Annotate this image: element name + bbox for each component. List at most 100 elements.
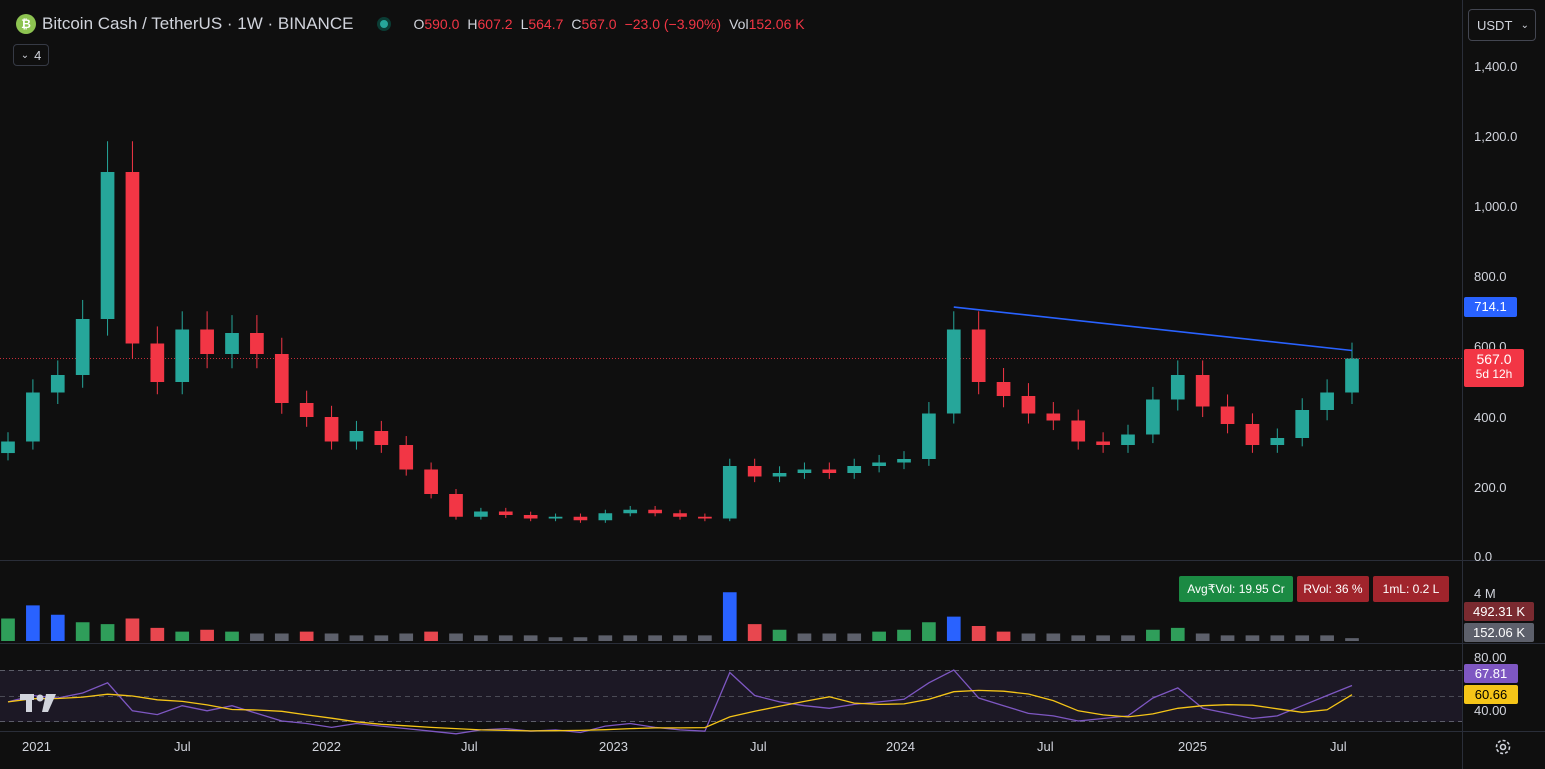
volume-bar bbox=[349, 635, 364, 641]
candles-group bbox=[1, 141, 1359, 523]
volume-bar bbox=[872, 631, 886, 641]
candle-body bbox=[722, 466, 737, 519]
ml-badge: 1mL: 0.2 L bbox=[1373, 576, 1449, 602]
volume-bar bbox=[1195, 633, 1210, 641]
candle-body bbox=[822, 469, 837, 473]
currency-select[interactable]: USDT ⌄ bbox=[1468, 9, 1536, 41]
trendline[interactable] bbox=[953, 306, 1353, 352]
rsi-ma-line bbox=[7, 689, 1353, 732]
time-tick: 2022 bbox=[312, 739, 341, 754]
volume-bar bbox=[449, 633, 463, 641]
candle-body bbox=[548, 516, 563, 519]
candle-body bbox=[200, 329, 214, 354]
chart-header: ₿ Bitcoin Cash / TetherUS · 1W · BINANCE… bbox=[16, 12, 805, 36]
candle-body bbox=[1295, 410, 1310, 438]
volume-bar bbox=[1220, 635, 1235, 641]
time-tick: Jul bbox=[750, 739, 767, 754]
volume-bar bbox=[523, 635, 538, 641]
volume-bar bbox=[1021, 633, 1036, 641]
tradingview-logo-icon bbox=[20, 694, 56, 712]
volume-bar bbox=[1, 618, 15, 641]
low-label: L bbox=[520, 16, 529, 32]
rsi-ma-value-label: 60.66 bbox=[1464, 685, 1518, 704]
volume-bar bbox=[1295, 635, 1310, 641]
volume-bar bbox=[324, 633, 339, 641]
volume-bar bbox=[125, 618, 140, 641]
volume-bar bbox=[75, 622, 90, 641]
candle-body bbox=[946, 329, 961, 414]
price-tick: 1,200.0 bbox=[1474, 129, 1518, 144]
volume-bar bbox=[797, 633, 812, 641]
high-value: 607.2 bbox=[477, 16, 513, 32]
candle-body bbox=[424, 469, 438, 494]
volume-bar bbox=[971, 626, 986, 641]
candle-body bbox=[1270, 438, 1285, 445]
volume-bar bbox=[897, 629, 911, 641]
candle-body bbox=[1345, 358, 1359, 393]
volume-label: Vol bbox=[729, 16, 749, 32]
bitcoin-cash-icon[interactable]: ₿ bbox=[16, 14, 36, 34]
candle-body bbox=[1170, 375, 1185, 400]
candle-body bbox=[598, 513, 613, 521]
candle-body bbox=[1121, 434, 1135, 445]
volume-bar bbox=[1146, 629, 1160, 641]
volume-bar bbox=[1245, 635, 1260, 641]
time-tick: Jul bbox=[1037, 739, 1054, 754]
ohlc-readout: O 590.0 H 607.2 L 564.7 C 567.0 −23.0 (−3.90… bbox=[405, 16, 804, 32]
volume-bar bbox=[200, 629, 214, 641]
rsi-line bbox=[7, 669, 1353, 735]
rsi-lines-group bbox=[7, 669, 1353, 735]
change-value: −23.0 (−3.90%) bbox=[624, 16, 722, 32]
volume-bar bbox=[772, 629, 787, 641]
volume-bar bbox=[548, 637, 563, 641]
candle-body bbox=[698, 516, 712, 519]
symbol-title[interactable]: Bitcoin Cash / TetherUS · 1W · BINANCE bbox=[42, 14, 354, 33]
candle-body bbox=[1320, 392, 1334, 410]
volume-bar bbox=[250, 633, 264, 641]
candle-body bbox=[623, 509, 638, 514]
candle-body bbox=[349, 431, 364, 442]
volume-bar bbox=[299, 631, 314, 641]
volume-bars-group bbox=[1, 592, 1359, 641]
indicator-count: 4 bbox=[34, 47, 42, 63]
candle-body bbox=[747, 466, 762, 477]
candle-body bbox=[897, 459, 911, 463]
volume-bar bbox=[1121, 635, 1135, 641]
price-tick: 400.0 bbox=[1474, 410, 1507, 425]
candle-body bbox=[250, 333, 264, 354]
candle-body bbox=[1245, 424, 1260, 445]
bar-countdown: 5d 12h bbox=[1475, 367, 1513, 381]
market-open-icon bbox=[377, 17, 392, 31]
candle-body bbox=[125, 172, 140, 344]
last-price-label: 567.0 5d 12h bbox=[1464, 349, 1524, 387]
candle-body bbox=[1071, 420, 1086, 442]
volume-bar bbox=[100, 624, 115, 641]
candle-body bbox=[50, 375, 65, 393]
candle-body bbox=[971, 329, 986, 382]
volume-bar bbox=[175, 631, 190, 641]
close-label: C bbox=[571, 16, 582, 32]
candle-body bbox=[922, 413, 936, 459]
volume-bar bbox=[673, 635, 687, 641]
time-tick: 2025 bbox=[1178, 739, 1207, 754]
volume-bar bbox=[1071, 635, 1086, 641]
rsi-axis-tick: 80.00 bbox=[1474, 650, 1507, 665]
candle-body bbox=[847, 466, 862, 473]
high-label: H bbox=[467, 16, 478, 32]
indicators-toggle-button[interactable]: ⌄ 4 bbox=[13, 44, 49, 66]
currency-value: USDT bbox=[1477, 17, 1513, 33]
chevron-down-icon: ⌄ bbox=[1520, 19, 1529, 31]
avg-volume-badge: Avg₹Vol: 19.95 Cr bbox=[1179, 576, 1293, 602]
time-tick: 2023 bbox=[599, 739, 628, 754]
volume-bar bbox=[26, 605, 40, 641]
volume-bar bbox=[996, 631, 1011, 641]
volume-bar bbox=[474, 635, 488, 641]
volume-bar bbox=[1096, 635, 1110, 641]
last-price-value: 567.0 bbox=[1476, 351, 1512, 367]
volume-bar bbox=[1270, 635, 1285, 641]
gear-icon[interactable] bbox=[1493, 737, 1513, 757]
candle-body bbox=[1146, 399, 1160, 435]
time-tick: 2021 bbox=[22, 739, 51, 754]
candle-body bbox=[225, 333, 239, 354]
